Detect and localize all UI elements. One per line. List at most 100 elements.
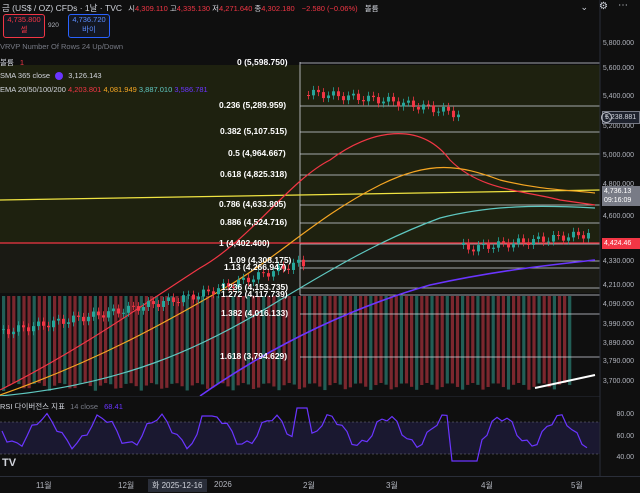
more-icon[interactable]: ⋯: [618, 0, 628, 11]
ema-values: 4,203.801 4,081.949 3,887.010 3,586.781: [68, 85, 208, 94]
rsi-line: [1, 407, 588, 462]
ema-label: EMA 20/50/100/200: [0, 85, 66, 94]
ema-value: 4,081.949: [101, 85, 137, 94]
candle-body: [237, 279, 240, 288]
volume-profile-bar: [58, 296, 62, 384]
candle-body: [232, 286, 235, 288]
volume-profile-bar: [563, 296, 567, 384]
volume-profile-bar: [257, 296, 261, 388]
candle-body: [97, 311, 100, 316]
fib-level-label: 1.618 (3,794.629): [220, 351, 288, 361]
volume-profile-bar: [450, 296, 454, 384]
volume-legend[interactable]: 볼륨 1: [0, 57, 24, 68]
fib-level-label: 0.236 (5,289.959): [219, 100, 287, 110]
candle-body: [297, 259, 300, 263]
time-axis-label: 4월: [481, 481, 493, 490]
tradingview-logo[interactable]: TV: [2, 457, 17, 469]
volume-profile-bar: [557, 296, 562, 385]
price-axis-label: 5,800.000: [602, 40, 634, 47]
volume-profile-bar: [246, 296, 250, 385]
candle-body: [302, 259, 305, 267]
volume-profile-bar: [216, 296, 220, 384]
sell-price: 4,735.800: [7, 15, 41, 24]
candle-body: [392, 96, 395, 102]
candle-body: [532, 238, 535, 246]
volume-profile-bar: [170, 296, 174, 384]
ema-price-tag: 4,424.46: [602, 238, 640, 249]
candle-body: [287, 268, 290, 270]
time-axis[interactable]: 11월 12월 화 2025-12-16 2026 2월 3월 4월 5월: [0, 476, 640, 493]
candle-body: [272, 271, 275, 277]
candle-body: [432, 105, 435, 113]
candle-body: [412, 100, 415, 108]
volume-profile-bar: [302, 296, 307, 388]
candle-body: [252, 279, 255, 283]
candle-body: [397, 101, 400, 107]
volume-profile-bar: [236, 296, 240, 386]
candle-body: [157, 304, 160, 307]
volume-profile-bar: [323, 296, 327, 391]
candle-body: [202, 289, 205, 297]
volume-profile-bar: [2, 296, 6, 391]
candle-body: [12, 331, 15, 335]
ema-legend[interactable]: EMA 20/50/100/200 4,203.801 4,081.949 3,…: [0, 85, 208, 94]
volume-profile-bar: [343, 296, 347, 390]
rsi-pane[interactable]: [0, 396, 640, 476]
candle-body: [347, 95, 350, 101]
sell-button[interactable]: 4,735.800 셀: [3, 14, 45, 38]
volume-profile-bar: [292, 296, 296, 385]
price-axis-label: 4,800.000: [602, 181, 634, 188]
candle-body: [262, 272, 265, 274]
price-chart[interactable]: [0, 0, 640, 396]
volume-profile-bar: [481, 296, 485, 390]
candle-body: [582, 235, 585, 239]
candle-body: [292, 262, 295, 270]
ohlc-values: 시4,309.110 고4,335.130 저4,271.640 종4,302.180: [128, 4, 297, 13]
candle-body: [112, 308, 115, 312]
rsi-legend[interactable]: RSI 다이버전스 지표 14 close 68.41: [0, 401, 123, 412]
price-axis-label: 4,330.000: [602, 258, 634, 265]
candle-body: [342, 96, 345, 101]
symbol-title[interactable]: 금 (US$ / OZ) CFDs · 1날 · TVC: [2, 3, 123, 13]
vrvp-legend[interactable]: VRVP Number Of Rows 24 Up/Down: [0, 42, 123, 51]
price-axis-label: 5,600.000: [602, 65, 634, 72]
ema-20-line: [0, 133, 596, 391]
candle-body: [147, 301, 150, 308]
rsi-axis-label: 60.00: [616, 433, 634, 440]
time-axis-label: 화 2025-12-16: [148, 479, 207, 492]
chevron-down-icon[interactable]: ⌄: [580, 2, 588, 12]
price-axis-label: 5,400.000: [602, 93, 634, 100]
candle-body: [222, 283, 225, 289]
sma-legend[interactable]: SMA 365 close 3,126.143: [0, 71, 102, 81]
ema-value: 3,887.010: [136, 85, 173, 94]
volume-profile-bar: [124, 296, 128, 384]
candle-body: [332, 91, 335, 96]
price-axis-label: 4,210.000: [602, 282, 634, 289]
candle-body: [87, 316, 90, 322]
fib-level-label: 1.09 (4,308.175): [229, 255, 292, 265]
volume-profile-bar: [27, 296, 31, 389]
buy-button[interactable]: 4,736.720 바이: [68, 14, 110, 38]
volume-profile-bar: [512, 296, 516, 385]
settings-icon[interactable]: [55, 72, 64, 81]
price-axis-label: 4,090.000: [602, 301, 634, 308]
candle-body: [422, 104, 425, 110]
ohlc-key: 저: [212, 4, 220, 13]
candle-body: [102, 315, 105, 318]
rsi-axis-bg: [600, 396, 640, 476]
add-alert-icon[interactable]: +: [601, 112, 612, 123]
candle-body: [247, 277, 250, 283]
rsi-axis-label: 80.00: [616, 411, 634, 418]
candle-body: [142, 307, 145, 311]
candle-body: [17, 325, 20, 332]
volume-profile-bar: [88, 296, 92, 387]
candle-body: [457, 114, 460, 118]
sell-label: 셀: [20, 25, 28, 34]
gear-icon[interactable]: ⚙: [599, 1, 608, 12]
candle-body: [337, 91, 340, 97]
candle-body: [77, 315, 80, 317]
rsi-axis-label: 40.00: [616, 454, 634, 461]
candle-body: [172, 297, 175, 303]
volume-profile-bar: [211, 296, 215, 388]
volume-profile-bar: [98, 296, 103, 386]
